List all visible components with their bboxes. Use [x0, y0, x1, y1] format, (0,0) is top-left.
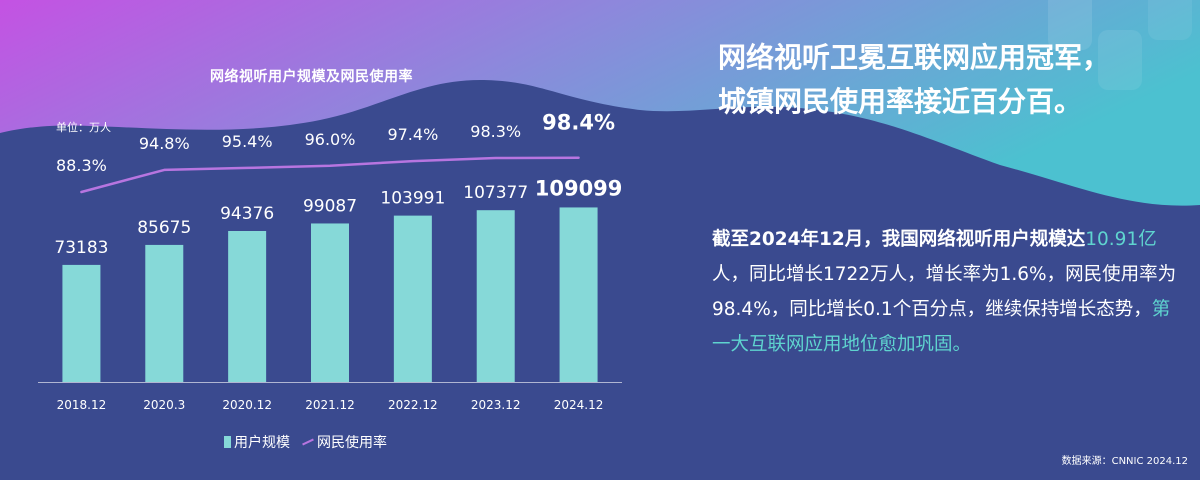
rate-value-label: 88.3%	[56, 156, 107, 175]
legend-label-rate: 网民使用率	[317, 435, 387, 451]
bar	[393, 215, 432, 382]
summary-paragraph: 截至2024年12月，我国网络视听用户规模达10.91亿人，同比增长1722万人…	[712, 222, 1182, 362]
summary-text-2: 人，同比增长1722万人，增长率为1.6%，网民使用率为98.4%，同比增长0.…	[712, 264, 1177, 320]
bar	[476, 210, 515, 382]
bar	[145, 244, 184, 382]
rate-value-label: 97.4%	[387, 125, 438, 144]
summary-text-1: 截至2024年12月，我国网络视听用户规模达	[712, 229, 1086, 250]
headline: 网络视听卫冕互联网应用冠军， 城镇网民使用率接近百分百。	[718, 36, 1188, 124]
legend-item-rate: 网民使用率	[302, 432, 387, 452]
chart-title: 网络视听用户规模及网民使用率	[210, 69, 413, 85]
rate-value-label: 95.4%	[222, 132, 273, 151]
summary-highlight-users: 10.91亿	[1085, 229, 1157, 250]
headline-line-2: 城镇网民使用率接近百分百。	[718, 85, 1083, 118]
bar-value-label: 109099	[535, 176, 623, 200]
bar	[311, 223, 349, 382]
bar-value-label: 103991	[380, 189, 445, 209]
x-tick-label: 2020.3	[143, 398, 185, 412]
rate-value-label: 94.8%	[139, 134, 190, 153]
summary-highlight-rank: 第一大互联网应用地位愈加巩固。	[712, 299, 1171, 355]
legend-line-swatch	[302, 438, 314, 446]
bar-value-label: 73183	[54, 238, 108, 258]
bar	[228, 230, 267, 382]
unit-label: 单位：万人	[56, 121, 111, 134]
decorative-shape	[1048, 0, 1092, 50]
x-tick-label: 2022.12	[388, 398, 438, 412]
x-tick-label: 2018.12	[57, 398, 107, 412]
legend-label-users: 用户规模	[234, 435, 290, 451]
x-tick-label: 2020.12	[222, 398, 272, 412]
bar-value-label: 85675	[137, 218, 191, 238]
legend-bar-swatch	[224, 436, 231, 448]
bar-value-label: 107377	[463, 183, 528, 203]
rate-value-label: 96.0%	[305, 130, 356, 149]
bar-value-label: 94376	[220, 204, 274, 224]
legend-item-users: 用户规模	[224, 432, 290, 452]
rate-value-label: 98.4%	[542, 111, 615, 135]
chart-legend: 用户规模 网民使用率	[224, 432, 387, 452]
bar-value-label: 99087	[303, 196, 357, 216]
x-tick-label: 2021.12	[305, 398, 355, 412]
x-tick-label: 2024.12	[554, 398, 604, 412]
decorative-shape	[1098, 30, 1142, 90]
rate-value-label: 98.3%	[470, 122, 521, 141]
decorative-shape	[1148, 0, 1192, 40]
x-tick-label: 2023.12	[471, 398, 521, 412]
bar	[62, 264, 101, 382]
headline-line-1: 网络视听卫冕互联网应用冠军，	[718, 41, 1111, 74]
bar	[559, 207, 598, 382]
data-source: 数据来源：CNNIC 2024.12	[1061, 456, 1188, 467]
rate-series-line	[80, 156, 580, 194]
